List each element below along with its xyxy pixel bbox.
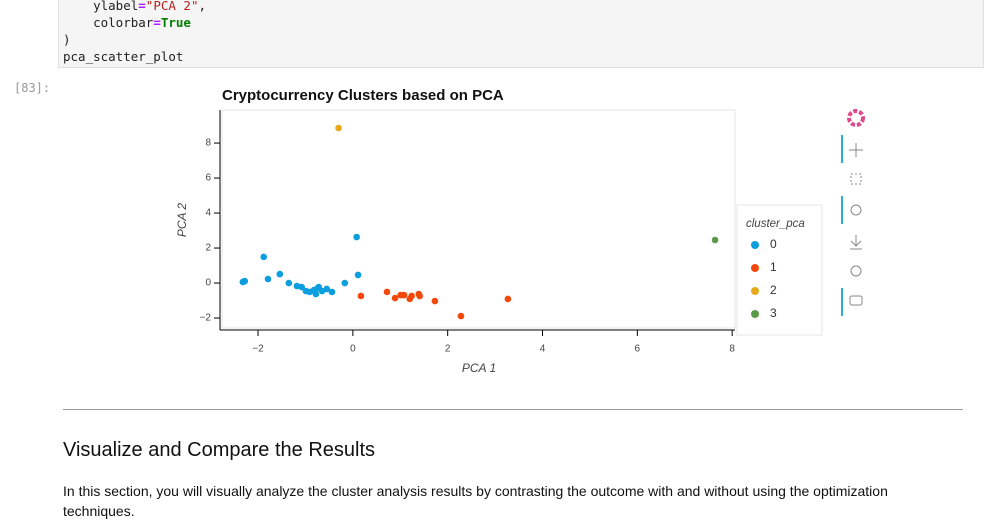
active-indicator [841,196,843,224]
x-tick-label: −2 [252,344,264,355]
code-cell[interactable]: ylabel="PCA 2", colorbar=True ) pca_scat… [58,0,984,68]
scatter-point [353,233,360,241]
scatter-point [328,288,336,296]
x-tick-label: 4 [540,344,546,355]
code-line: pca_scatter_plot [63,48,983,65]
code-line: ) [63,31,983,48]
legend-swatch [751,241,759,249]
plot-frame [221,109,736,329]
scatter-point [312,290,320,298]
hover-tool[interactable] [849,295,863,306]
wheel-zoom-tool[interactable] [850,204,862,216]
y-tick-label: 4 [205,208,211,219]
y-tick-label: 6 [205,173,211,184]
code-token: = [153,15,161,30]
reset-tool[interactable] [850,265,862,277]
scatter-point [264,275,272,283]
code-token: "PCA 2" [145,0,199,13]
x-tick-label: 2 [445,344,451,355]
scatter-point [357,292,365,300]
scatter-point [416,292,424,300]
section-paragraph: In this section, you will visually analy… [63,483,888,519]
scatter-point [408,292,415,300]
scatter-point [323,285,331,293]
scatter-point [285,279,293,287]
x-axis-label: PCA 1 [462,361,496,375]
code-token: True [160,15,191,30]
x-tick-label: 8 [729,344,735,355]
scatter-point [260,253,268,261]
code-line: ylabel="PCA 2", [63,0,983,14]
x-tick-label: 0 [350,344,356,355]
scatter-point [457,312,465,320]
scatter-point [354,271,362,279]
code-token: , [198,0,207,13]
code-token: pca_scatter_plot [63,49,184,64]
chart: Cryptocurrency Clusters based on PCA PCA… [175,87,865,375]
legend-swatch [751,310,759,318]
active-indicator [841,288,843,316]
horizontal-rule [63,409,963,410]
code-token: = [138,0,146,13]
scatter-point [298,283,305,291]
y-tick-label: −2 [200,313,212,324]
save-tool[interactable] [850,235,862,250]
chart-title: Cryptocurrency Clusters based on PCA [222,87,504,104]
scatter-point [383,288,391,296]
y-tick-label: 2 [205,243,211,254]
code-line: colorbar=True [63,14,983,31]
scatter-point [711,236,719,244]
code-token: colorbar [63,15,154,30]
legend-swatch [751,264,759,272]
code-token: ) [63,32,71,47]
scatter-point [504,295,512,303]
legend-title: cluster_pca [746,218,805,230]
scatter-point [241,277,249,285]
scatter-point [341,279,349,287]
section-heading: Visualize and Compare the Results [63,439,376,461]
legend-swatch [751,287,759,295]
legend-label: 3 [770,306,777,320]
bokeh-logo[interactable] [847,109,865,127]
legend-label: 1 [770,260,777,274]
y-tick-label: 0 [205,278,211,289]
code-token: ylabel [63,0,139,13]
scatter-point [400,291,408,299]
scatter-point [391,294,399,302]
scatter-point [276,270,284,278]
y-tick-label: 8 [205,138,211,149]
scatter-point [335,124,342,132]
scatter-point [431,297,439,305]
legend-label: 2 [770,283,777,297]
pan-tool[interactable] [849,143,863,157]
x-tick-label: 6 [635,344,641,355]
active-indicator [841,135,843,163]
execution-prompt: [83]: [14,81,51,95]
box-zoom-tool[interactable] [850,173,862,185]
toolbar [841,109,865,316]
legend-label: 0 [770,237,777,251]
y-axis-label: PCA 2 [175,203,189,238]
